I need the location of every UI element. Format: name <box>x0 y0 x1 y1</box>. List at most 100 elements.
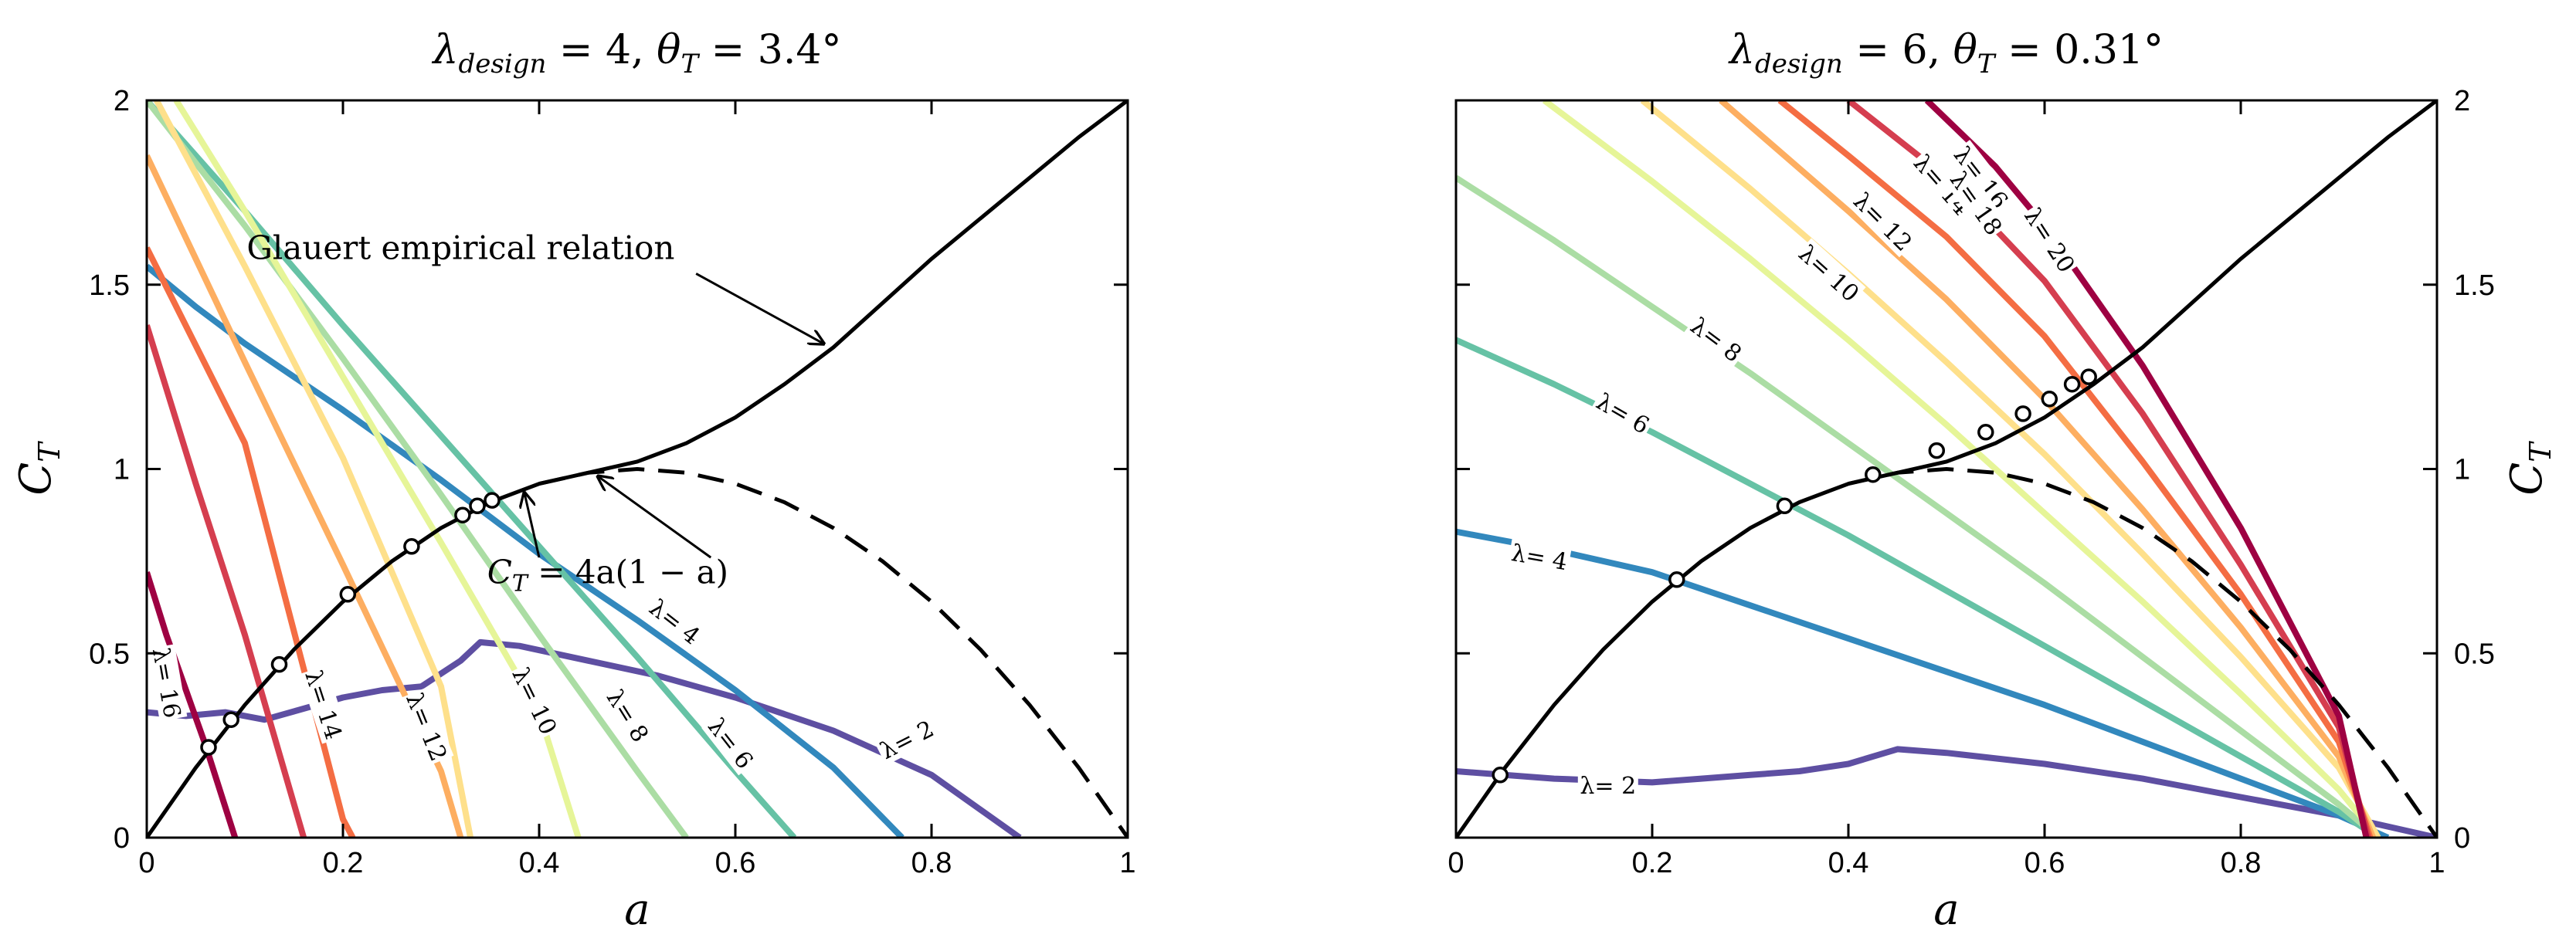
operating-point <box>222 711 239 728</box>
y-tick-label: 1.5 <box>89 269 130 302</box>
x-tick-label: 0 <box>138 847 154 879</box>
series-label-group-4: λ= 10 <box>1792 238 1866 308</box>
series-label: λ= 10 <box>506 664 562 740</box>
y-tick-label: 2 <box>114 85 130 117</box>
series-label-group-1: λ= 4 <box>1507 537 1572 576</box>
x-axis-label: a <box>624 885 650 935</box>
y-tick-label: 0.5 <box>2454 638 2495 670</box>
series-line-0 <box>147 638 1022 838</box>
series-label-bg <box>873 713 940 766</box>
operating-point <box>1865 466 1882 483</box>
series-line-5 <box>1640 100 2381 838</box>
x-tick-label: 0.2 <box>1632 847 1673 879</box>
series-label-bg <box>1590 385 1657 441</box>
x-tick-label: 0.2 <box>323 847 364 879</box>
series-line-5 <box>154 100 474 838</box>
chart-panel-1: λ= 2λ= 4λ= 6λ= 8λ= 10λ= 12λ= 14λ= 160 0.2… <box>11 27 1136 935</box>
chart-panel-2: λ= 2λ= 4λ= 6λ= 8λ= 10λ= 12λ= 14λ= 16λ= 1… <box>1448 27 2557 935</box>
momentum-curve <box>538 466 1128 838</box>
series-line-3 <box>1456 174 2381 838</box>
operating-point <box>1977 424 1994 441</box>
operating-point <box>469 497 486 515</box>
annotation-arrow <box>695 273 823 344</box>
series-line-9 <box>1924 100 2370 838</box>
y-tick-label: 0 <box>114 822 130 855</box>
operating-point <box>1776 497 1794 515</box>
series-label: λ= 2 <box>1580 773 1636 800</box>
y-axis-label: CT <box>2502 441 2557 496</box>
operating-point <box>270 655 288 673</box>
annotation-glauert: Glauert empirical relation <box>246 229 674 266</box>
annotation-arrow <box>524 493 541 558</box>
series-label-bg <box>643 591 708 652</box>
operating-point <box>2041 391 2058 408</box>
operating-point <box>403 538 420 555</box>
series-label: λ= 2 <box>876 716 938 765</box>
series-label: λ= 16 <box>147 645 185 720</box>
series-label-group-3: λ= 8 <box>600 682 657 749</box>
x-tick-label: 0.8 <box>2221 847 2262 879</box>
glauert-curve <box>147 100 1128 838</box>
operating-point <box>339 586 357 603</box>
operating-point <box>2014 405 2031 422</box>
series-label-group-4: λ= 10 <box>506 662 564 740</box>
x-tick-label: 0.4 <box>1828 847 1869 879</box>
x-tick-label: 0.8 <box>911 847 952 879</box>
series-label-bg <box>1577 771 1638 800</box>
operating-point <box>1668 571 1685 588</box>
series-line-4 <box>1542 100 2381 838</box>
momentum-curve <box>1848 466 2437 838</box>
series-line-6 <box>1719 100 2377 838</box>
series-label-bg <box>1507 537 1572 576</box>
series-label: λ= 6 <box>1591 388 1654 440</box>
series-label-bg <box>2018 201 2082 279</box>
series-label-group-0: λ= 2 <box>873 713 940 766</box>
series-line-1 <box>1456 528 2390 838</box>
series-line-0 <box>1456 746 2437 838</box>
operating-point <box>484 492 501 509</box>
x-tick-label: 0.6 <box>2024 847 2065 879</box>
series-line-7 <box>147 246 356 838</box>
operating-point <box>2080 368 2097 385</box>
series-line-7 <box>1777 100 2374 838</box>
series-line-3 <box>147 100 689 838</box>
series-line-8 <box>147 324 307 838</box>
y-tick-label: 0.5 <box>89 638 130 670</box>
series-label-group-2: λ= 6 <box>1590 385 1657 441</box>
y-tick-label: 2 <box>2454 85 2470 117</box>
series-label-bg <box>600 682 657 749</box>
x-tick-label: 0 <box>1448 847 1464 879</box>
annotation-momentum: CT = 4a(1 − a) <box>487 554 728 598</box>
plot-area <box>147 100 1128 838</box>
series-label-bg <box>400 687 454 767</box>
y-axis-label: CT <box>11 441 66 496</box>
glauert-curve <box>1456 100 2437 838</box>
x-tick-label: 0.4 <box>519 847 560 879</box>
operating-point <box>2063 375 2081 393</box>
x-tick-label: 1 <box>2428 847 2445 879</box>
series-line-9 <box>147 571 239 838</box>
series-label-bg <box>701 710 761 776</box>
operating-point <box>454 506 471 523</box>
series-label-group-1: λ= 4 <box>643 591 708 652</box>
series-label-bg <box>1947 140 2015 215</box>
series-label-bg <box>299 665 349 744</box>
x-tick-label: 0.6 <box>715 847 756 879</box>
series-label-group-3: λ= 8 <box>1684 310 1750 369</box>
series-label-bg <box>147 644 188 722</box>
y-tick-label: 1 <box>2454 454 2470 486</box>
chart-title: λdesign = 6, θT = 0.31° <box>1728 27 2164 80</box>
series-line-2 <box>147 100 797 838</box>
series-label-bg <box>1907 147 1977 222</box>
series-label-bg <box>1684 310 1750 369</box>
series-label: λ= 4 <box>1509 540 1570 576</box>
y-tick-label: 1 <box>114 454 130 486</box>
chart-title: λdesign = 4, θT = 3.4° <box>432 27 842 80</box>
series-line-1 <box>147 263 904 838</box>
annotation-arrow <box>598 476 712 559</box>
x-tick-label: 1 <box>1119 847 1135 879</box>
series-label-group-0: λ= 2 <box>1577 771 1638 800</box>
y-tick-label: 0 <box>2454 822 2470 855</box>
series-line-6 <box>147 154 464 838</box>
